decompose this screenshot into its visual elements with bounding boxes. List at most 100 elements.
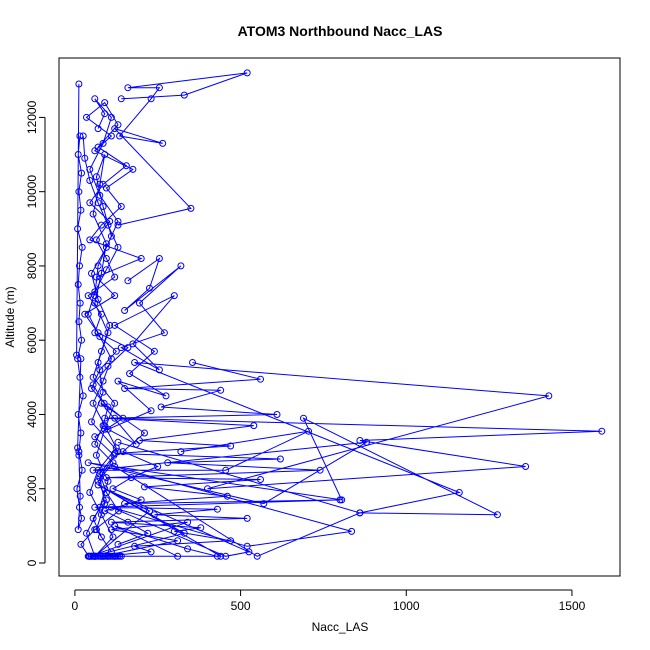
data-point — [598, 427, 606, 435]
data-point — [83, 529, 90, 537]
data-point — [180, 529, 188, 537]
data-point — [276, 455, 284, 463]
data-point — [83, 113, 90, 121]
data-point — [273, 411, 281, 418]
series-layer — [73, 69, 606, 560]
data-point — [97, 221, 105, 229]
data-point — [74, 526, 82, 534]
data-point — [162, 392, 170, 400]
data-point — [86, 236, 94, 244]
data-point — [222, 552, 230, 560]
data-point — [146, 284, 153, 292]
data-point — [147, 548, 155, 556]
data-point — [89, 399, 97, 407]
data-point — [102, 474, 110, 482]
data-point — [121, 307, 129, 314]
data-point — [111, 522, 119, 530]
data-point — [155, 84, 163, 92]
series-line — [91, 441, 362, 557]
data-point — [243, 514, 251, 522]
data-point — [106, 321, 114, 329]
data-point — [114, 438, 122, 446]
data-point — [79, 132, 87, 140]
data-point — [177, 262, 185, 270]
data-point — [102, 243, 110, 251]
data-point — [73, 485, 81, 493]
series-line — [82, 98, 119, 558]
data-point — [124, 518, 132, 526]
data-point — [177, 448, 185, 456]
data-point — [99, 552, 107, 560]
data-point — [74, 444, 82, 452]
data-point — [109, 459, 117, 467]
data-point — [94, 477, 102, 485]
data-point — [136, 299, 143, 307]
data-point — [102, 496, 110, 504]
data-point — [75, 448, 83, 456]
data-point — [74, 411, 82, 418]
series-7 — [73, 80, 87, 534]
data-point — [74, 225, 82, 233]
series-5 — [88, 438, 364, 560]
data-point — [363, 438, 370, 446]
data-point — [107, 132, 115, 140]
data-point — [114, 221, 122, 229]
data-point — [92, 526, 100, 534]
data-point — [155, 366, 163, 374]
data-point — [245, 548, 253, 556]
data-point — [94, 262, 102, 270]
data-point — [109, 485, 117, 493]
data-point — [94, 359, 102, 366]
data-point — [260, 500, 268, 508]
data-point — [305, 427, 312, 435]
series-3 — [84, 359, 606, 519]
data-point — [91, 552, 99, 560]
data-point — [159, 139, 167, 147]
data-point — [129, 340, 137, 348]
data-point — [522, 463, 530, 470]
data-point — [81, 154, 89, 162]
x-axis-label: Nacc_LAS — [312, 620, 369, 634]
data-point — [91, 440, 99, 448]
data-point — [164, 459, 172, 467]
data-point — [89, 373, 97, 381]
y-axis: 0 2000 4000 6000 8000 10000 12000 — [25, 100, 46, 566]
data-point — [102, 266, 110, 274]
y-tick-label: 4000 — [25, 401, 39, 428]
data-point — [101, 507, 109, 515]
data-point — [91, 288, 99, 296]
data-point — [107, 113, 115, 121]
data-point — [79, 392, 87, 400]
data-point — [147, 95, 155, 103]
data-point — [154, 463, 162, 470]
data-point — [76, 492, 84, 500]
data-point — [86, 199, 94, 207]
data-point — [117, 95, 125, 103]
data-point — [97, 533, 105, 541]
data-point — [74, 355, 82, 363]
series-line — [113, 72, 248, 226]
data-point — [78, 243, 86, 251]
series-line — [89, 362, 341, 557]
data-point — [131, 359, 139, 366]
data-point — [96, 333, 104, 340]
data-point — [88, 418, 95, 426]
data-point — [356, 509, 364, 517]
x-tick-label: 500 — [231, 599, 251, 613]
data-point — [74, 281, 82, 288]
data-point — [74, 151, 82, 158]
data-point — [170, 292, 178, 300]
data-point — [99, 139, 107, 147]
data-point — [189, 359, 196, 366]
data-point — [75, 451, 83, 459]
data-point — [77, 206, 85, 214]
data-point — [76, 503, 83, 511]
data-point — [92, 451, 100, 459]
data-point — [117, 203, 125, 210]
data-point — [84, 459, 92, 467]
data-point — [94, 329, 102, 337]
data-point — [111, 273, 119, 281]
data-point — [101, 151, 109, 158]
data-point — [101, 110, 109, 118]
